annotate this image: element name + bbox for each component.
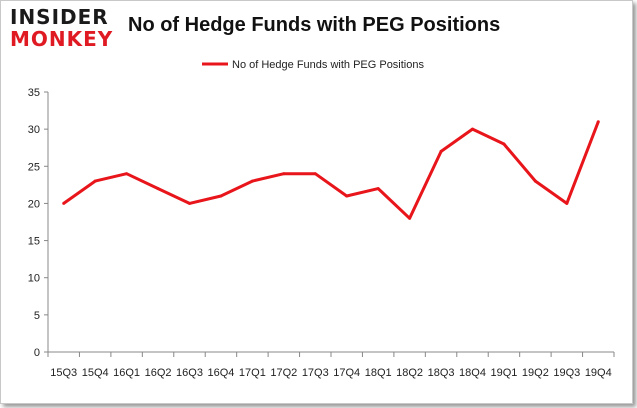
data-point — [376, 187, 380, 191]
y-tick-label: 5 — [34, 310, 40, 322]
x-tick-label: 19Q4 — [585, 367, 612, 379]
x-tick-label: 19Q2 — [522, 367, 549, 379]
y-tick-label: 10 — [28, 273, 40, 285]
series-line — [62, 121, 600, 220]
x-tick-label: 16Q3 — [176, 367, 203, 379]
x-tick-label: 17Q2 — [270, 367, 297, 379]
insider-monkey-logo: INSIDER MONKEY — [10, 6, 118, 50]
x-tick-label: 16Q2 — [145, 367, 172, 379]
y-tick-label: 35 — [28, 87, 40, 99]
x-tick-label: 18Q1 — [365, 367, 392, 379]
data-point — [93, 179, 97, 183]
data-point — [439, 149, 443, 153]
x-tick-label: 17Q1 — [239, 367, 266, 379]
y-tick-label: 0 — [34, 347, 40, 359]
y-tick-label: 20 — [28, 198, 40, 210]
x-tick-label: 15Q4 — [82, 367, 109, 379]
x-tick-label: 18Q2 — [396, 367, 423, 379]
x-tick-label: 17Q3 — [302, 367, 329, 379]
y-tick-label: 15 — [28, 236, 40, 248]
data-point — [345, 194, 349, 198]
x-tick-label: 18Q3 — [428, 367, 455, 379]
x-axis-ticks: 15Q3 15Q4 16Q1 16Q2 16Q3 16Q4 17Q1 17Q2 17Q3 17Q4… — [47, 352, 615, 379]
x-tick-label: 15Q3 — [50, 367, 77, 379]
data-point — [313, 172, 317, 176]
x-tick-label: 16Q1 — [113, 367, 140, 379]
data-point — [471, 127, 474, 131]
data-point — [408, 216, 412, 220]
data-point — [156, 187, 160, 191]
data-point — [219, 194, 223, 198]
data-point — [533, 179, 537, 183]
data-point — [188, 201, 191, 205]
y-tick-label: 30 — [28, 124, 40, 136]
x-tick-label: 18Q4 — [459, 367, 486, 379]
x-tick-label: 19Q1 — [490, 367, 517, 379]
chart-axes — [47, 92, 614, 353]
chart-legend: No of Hedge Funds with PEG Positions — [202, 59, 424, 71]
legend-label: No of Hedge Funds with PEG Positions — [232, 59, 424, 71]
chart-title: No of Hedge Funds with PEG Positions — [128, 14, 501, 36]
data-point — [596, 120, 600, 124]
data-point — [565, 201, 569, 205]
x-tick-label: 17Q4 — [333, 367, 360, 379]
data-point — [282, 172, 286, 176]
series-layer — [62, 120, 600, 220]
data-point — [250, 179, 254, 183]
data-point — [125, 172, 129, 176]
x-tick-label: 16Q4 — [207, 367, 234, 379]
logo-word-insider: INSIDER — [10, 5, 109, 29]
y-axis-ticks: 0 5 10 15 20 25 30 35 — [28, 87, 48, 359]
logo-word-monkey: MONKEY — [10, 27, 114, 51]
data-point — [502, 142, 506, 146]
x-tick-label: 19Q3 — [553, 367, 580, 379]
data-point — [62, 201, 66, 205]
y-tick-label: 25 — [28, 161, 40, 173]
